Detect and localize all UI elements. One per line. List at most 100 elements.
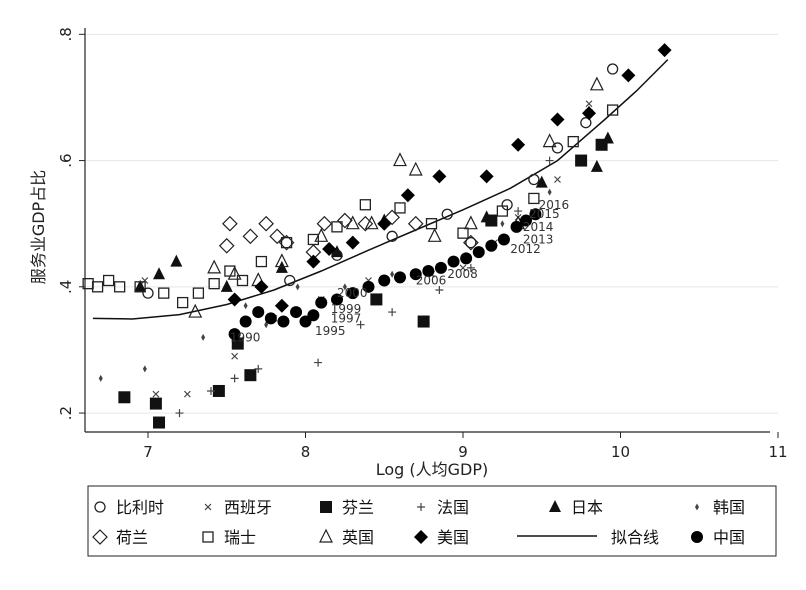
data-point: [466, 263, 475, 272]
legend-item: 韩国: [695, 498, 745, 517]
data-point: [346, 287, 359, 300]
year-label: 1999: [331, 302, 362, 316]
data-point: [585, 100, 593, 108]
data-point: [394, 202, 406, 214]
data-point: [170, 254, 183, 267]
data-point: [277, 315, 290, 328]
data-point: [134, 279, 147, 292]
legend-marker: [92, 529, 108, 545]
data-point: [447, 255, 460, 268]
data-point: [427, 227, 442, 242]
data-point: [463, 234, 479, 251]
data-point: [400, 188, 415, 203]
data-point: [322, 241, 337, 256]
data-point: [345, 235, 360, 250]
y-tick-label: .4: [57, 280, 75, 294]
data-point: [290, 306, 303, 319]
data-point: [255, 255, 268, 268]
data-point: [231, 352, 239, 360]
legend-item: 瑞士: [202, 528, 256, 547]
data-point: [331, 221, 343, 233]
data-point: [606, 104, 619, 116]
data-point: [590, 159, 603, 172]
data-point: [188, 303, 203, 318]
series-1: [142, 63, 619, 299]
data-point: [175, 409, 184, 418]
data-point: [306, 254, 321, 269]
legend-item: 比利时: [94, 498, 164, 517]
legend-marker: [94, 501, 106, 513]
data-point: [457, 227, 469, 239]
data-point: [460, 252, 473, 265]
legend-marker: [202, 531, 214, 543]
legend-label: 日本: [571, 498, 603, 517]
data-point: [500, 220, 505, 228]
data-point: [520, 214, 532, 227]
legend-item: 荷兰: [92, 528, 148, 547]
data-point: [362, 280, 375, 293]
legend-label: 韩国: [713, 498, 745, 517]
data-point: [551, 142, 564, 154]
legend-item: 拟合线: [517, 528, 659, 547]
legend-marker: [417, 503, 425, 511]
data-point: [258, 215, 274, 232]
data-point: [511, 137, 526, 152]
data-point: [212, 384, 225, 397]
legend-label: 英国: [342, 528, 374, 547]
x-tick-label: 7: [143, 443, 153, 461]
series-7: [218, 209, 479, 260]
series-11: [228, 208, 542, 341]
data-point: [252, 306, 265, 319]
data-point: [357, 215, 374, 232]
data-point: [236, 274, 249, 287]
year-label: 2008: [447, 267, 478, 281]
x-tick-label: 8: [301, 443, 311, 461]
data-point: [201, 333, 206, 341]
year-label: 2016: [539, 198, 570, 212]
data-point: [384, 209, 400, 226]
y-tick-label: .2: [57, 406, 75, 420]
data-point: [207, 259, 222, 274]
data-point: [601, 131, 614, 144]
legend-marker: [319, 528, 333, 543]
legend-item: 芬兰: [320, 498, 374, 517]
data-point: [582, 106, 596, 121]
data-point: [315, 296, 328, 309]
data-point: [550, 112, 565, 127]
legend-marker: [320, 501, 332, 513]
data-point: [459, 264, 467, 272]
data-point: [472, 246, 485, 259]
data-point: [316, 215, 333, 232]
legend-label: 中国: [713, 528, 745, 547]
year-label: 1990: [230, 330, 261, 344]
data-point: [408, 161, 423, 176]
data-point: [284, 274, 296, 287]
x-axis-label: Log (人均GDP): [376, 460, 489, 479]
data-point: [465, 236, 477, 249]
data-point: [479, 169, 494, 184]
data-point: [207, 386, 215, 395]
gridlines: [85, 33, 778, 414]
data-point: [98, 374, 103, 382]
legend-item: 美国: [414, 528, 469, 547]
data-point: [118, 391, 131, 404]
legend-label: 法国: [437, 498, 469, 517]
data-point: [244, 369, 257, 382]
axes: .2 .4 .6 .8 7 8 9 10 11: [57, 27, 788, 461]
data-point: [528, 173, 540, 186]
data-point: [176, 296, 189, 309]
data-point: [496, 205, 509, 217]
legend-item: 法国: [417, 498, 469, 517]
legend-label: 荷兰: [116, 528, 148, 547]
data-point: [535, 175, 548, 188]
data-point: [529, 208, 542, 221]
data-point: [331, 245, 343, 258]
legend-marker: [414, 530, 428, 544]
data-point: [388, 308, 397, 317]
data-point: [589, 76, 604, 91]
data-point: [208, 278, 220, 290]
year-label: 2000: [337, 286, 368, 300]
data-point: [254, 279, 269, 294]
data-point: [269, 228, 285, 245]
